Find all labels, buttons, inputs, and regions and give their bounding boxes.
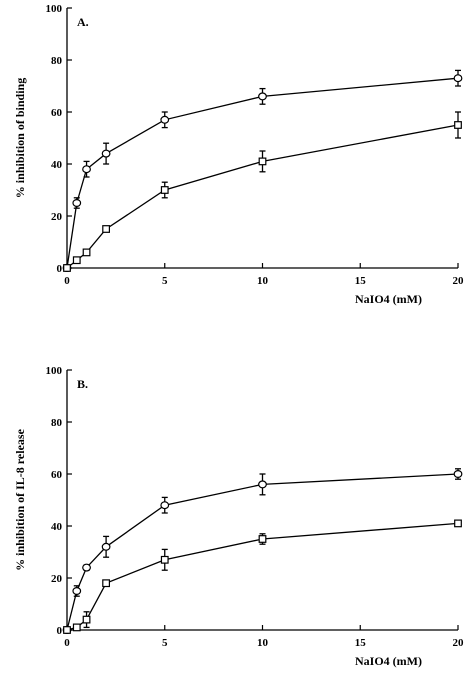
panel-a-series-circle-point — [258, 92, 267, 101]
panel-a-series-square-point — [258, 157, 267, 166]
panel-b-y-tick-label: 100 — [46, 365, 63, 377]
panel-a-series-square-point — [72, 256, 81, 265]
panel-a-series-square-point — [454, 121, 462, 129]
panel-a-series-circle-point — [101, 149, 111, 158]
panel-a-plot — [62, 69, 463, 273]
panel-b: B. 0 20 40 60 80 100 0 5 10 15 20 NaIO4 (mM) % inh… — [13, 365, 464, 668]
panel-a-series-square-line — [66, 124, 459, 269]
panel-a-series-square-point — [160, 186, 169, 194]
panel-a-y-tick-label: 80 — [51, 55, 63, 67]
panel-b-y-tick-label: 20 — [51, 573, 63, 585]
panel-b-series-circle-point — [82, 563, 91, 572]
panel-a-series-circle-point — [72, 199, 82, 208]
panel-b-series-circle-point — [258, 480, 267, 489]
panel-a-series-circle-point — [82, 165, 91, 174]
panel-a-series-circle-point — [160, 115, 170, 124]
panel-b-x-tick-label: 0 — [64, 637, 70, 649]
panel-b-series-square-point — [82, 615, 91, 624]
panel-a-series-circle-point — [453, 74, 463, 83]
panel-b-x-tick-label: 15 — [355, 637, 367, 649]
panel-b-y-title: % inhibition of IL-8 release — [13, 428, 27, 570]
panel-b-series-circle-point — [101, 542, 111, 551]
panel-b-series-square-point — [454, 519, 462, 528]
panel-b-plot — [62, 468, 463, 634]
panel-a-y-tick-label: 40 — [51, 159, 63, 171]
panel-b-x-tick-label: 5 — [162, 637, 168, 649]
panel-b-series-square-point — [72, 623, 81, 632]
panel-a-y-tick-label: 0 — [57, 263, 63, 275]
panel-b-x-title: NaIO4 (mM) — [355, 654, 422, 668]
panel-b-series-square-point — [63, 626, 71, 634]
panel-a-x-tick-label: 20 — [453, 275, 465, 287]
panel-a-ticks: 0 20 40 60 80 100 0 5 10 15 20 — [46, 3, 465, 287]
panel-a-label: A. — [77, 15, 89, 29]
panel-b-label: B. — [77, 377, 88, 391]
panel-b-y-tick-label: 0 — [57, 625, 63, 637]
panel-a-y-tick-label: 60 — [51, 107, 63, 119]
panel-a-x-tick-label: 15 — [355, 275, 367, 287]
panel-a-y-tick-label: 20 — [51, 211, 63, 223]
panel-a-x-tick-label: 5 — [162, 275, 168, 287]
panel-b-y-tick-label: 60 — [51, 469, 63, 481]
panel-b-y-tick-label: 80 — [51, 417, 63, 429]
panel-b-series-circle-point — [160, 501, 170, 510]
panel-a-series-square-point — [63, 264, 71, 272]
panel-b-series-circle-line — [66, 473, 459, 631]
panel-a-x-tick-label: 10 — [257, 275, 269, 287]
panel-a-y-tick-label: 100 — [46, 3, 63, 15]
panel-b-x-tick-label: 10 — [257, 637, 269, 649]
panel-b-series-circle-point — [453, 470, 463, 479]
panel-a-series-square-point — [102, 225, 111, 233]
panel-b-y-tick-label: 40 — [51, 521, 63, 533]
panel-b-series-square-point — [160, 555, 169, 564]
panel-a-series-square-point — [82, 248, 91, 257]
panel-b-series-circle-point — [72, 586, 82, 595]
panel-a-x-title: NaIO4 (mM) — [355, 292, 422, 306]
panel-b-series-square-point — [102, 579, 111, 588]
panel-a: A. 0 20 40 60 80 100 0 5 10 15 20 NaIO4 (mM) % inh… — [13, 3, 464, 306]
panel-a-series-circle-line — [66, 77, 459, 269]
panel-a-y-title: % inhibition of binding — [13, 78, 27, 198]
panel-b-x-tick-label: 20 — [453, 637, 465, 649]
panel-a-x-tick-label: 0 — [64, 275, 70, 287]
panel-b-ticks: 0 20 40 60 80 100 0 5 10 15 20 — [46, 365, 465, 649]
panel-b-series-square-point — [258, 535, 267, 543]
